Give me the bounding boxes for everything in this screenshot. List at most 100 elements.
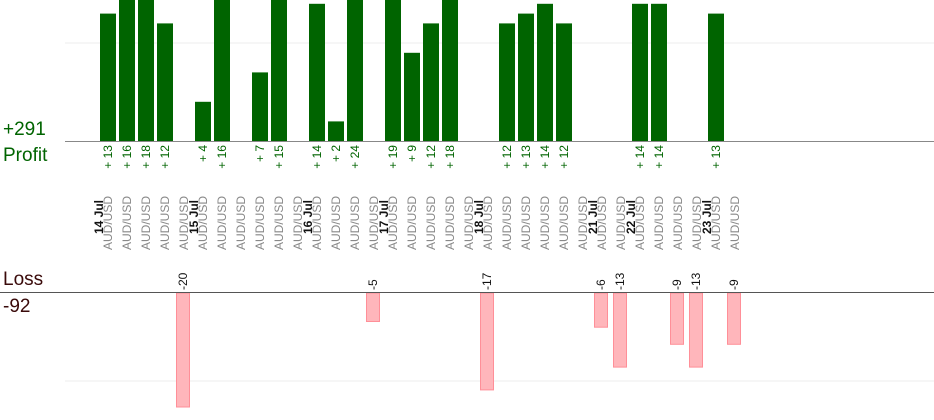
pair-label: AUD/USD [424,196,438,250]
profit-value-label: + 14 [538,145,552,169]
pair-label: AUD/USD [538,196,552,250]
pair-label: AUD/USD [386,196,400,250]
date-label: 17 Jul [377,200,391,234]
pair-label: AUD/USD [120,196,134,250]
profit-bar [100,13,116,142]
date-label: 15 Jul [187,200,201,234]
pair-label: AUD/USD [709,196,723,250]
profit-value-label: + 15 [272,145,286,169]
profit-bar [556,23,572,141]
profit-value-label: + 14 [652,145,666,169]
loss-bar [480,292,494,391]
pair-label: AUD/USD [690,196,704,250]
pair-label: AUD/USD [519,196,533,250]
profit-value-label: + 12 [158,145,172,169]
loss-value-label: -9 [670,279,684,290]
loss-value-label: -17 [480,272,494,290]
loss-value-label: -9 [727,279,741,290]
pair-label: AUD/USD [196,196,210,250]
profit-bar [309,3,325,141]
pair-label: AUD/USD [234,196,248,250]
profit-bar [271,0,287,141]
profit-value-label: + 4 [196,145,210,162]
pair-label: AUD/USD [272,196,286,250]
profit-bar [157,23,173,141]
bars-layer [100,0,741,408]
pair-label: AUD/USD [500,196,514,250]
profit-value-label: + 9 [405,145,419,162]
pair-label: AUD/USD [671,196,685,250]
loss-value-label: -13 [613,272,627,290]
pair-label: AUD/USD [728,196,742,250]
pair-label: AUD/USD [177,196,191,250]
profit-bar [537,3,553,141]
pair-label: AUD/USD [614,196,628,250]
pair-label: AUD/USD [462,196,476,250]
date-label: 23 Jul [700,200,714,234]
profit-bar [442,0,458,141]
loss-bar [670,292,684,345]
date-label: 18 Jul [472,200,486,234]
loss-bar [613,292,627,368]
pair-label: AUD/USD [405,196,419,250]
loss-bar [727,292,741,345]
loss-value-label: -5 [366,279,380,290]
profit-value-label: + 24 [348,145,362,169]
pair-label: AUD/USD [633,196,647,250]
pair-label: AUD/USD [101,196,115,250]
loss-bar [594,292,608,328]
loss-bar [366,292,380,322]
profit-bar [347,0,363,141]
profit-value-label: + 18 [443,145,457,169]
pair-label: AUD/USD [291,196,305,250]
loss-value-label: -20 [176,272,190,290]
pair-label: AUD/USD [557,196,571,250]
pair-label: AUD/USD [348,196,362,250]
loss-total: -92 [3,296,31,317]
profit-bar [119,0,135,141]
profit-value-label: + 13 [709,145,723,169]
profit-value-label: + 19 [386,145,400,169]
pair-label: AUD/USD [215,196,229,250]
pair-label: AUD/USD [329,196,343,250]
loss-value-label: -6 [594,279,608,290]
profit-value-label: + 18 [139,145,153,169]
profit-value-label: + 12 [500,145,514,169]
date-label: 21 Jul [586,200,600,234]
loss-bar [689,292,703,368]
profit-value-label: + 14 [310,145,324,169]
profit-bar [252,72,268,141]
profit-value-label: + 13 [519,145,533,169]
pair-label: AUD/USD [158,196,172,250]
profit-bar [499,23,515,141]
profit-value-label: + 13 [101,145,115,169]
profit-bar [632,3,648,141]
profit-value-label: + 12 [424,145,438,169]
pair-label: AUD/USD [652,196,666,250]
profit-bar [385,0,401,141]
pair-label: AUD/USD [576,196,590,250]
loss-bar [176,292,190,408]
profit-value-label: + 12 [557,145,571,169]
profit-bar [651,3,667,141]
profit-bar [518,13,534,142]
profit-total: +291 [3,119,46,140]
pair-label: AUD/USD [481,196,495,250]
profit-bar [214,0,230,141]
date-label: 16 Jul [301,200,315,234]
profit-bar [328,121,344,141]
profit-value-label: + 7 [253,145,267,162]
profit-bar [423,23,439,141]
profit-value-label: + 2 [329,145,343,162]
profit-value-label: + 14 [633,145,647,169]
pair-label: AUD/USD [443,196,457,250]
profit-value-label: + 16 [215,145,229,169]
profit-bar [138,0,154,141]
pair-label: AUD/USD [310,196,324,250]
profit-value-label: + 16 [120,145,134,169]
date-label: 22 Jul [624,200,638,234]
loss-label: Loss [3,269,44,290]
profit-bar [404,52,420,141]
date-label: 14 Jul [92,200,106,234]
